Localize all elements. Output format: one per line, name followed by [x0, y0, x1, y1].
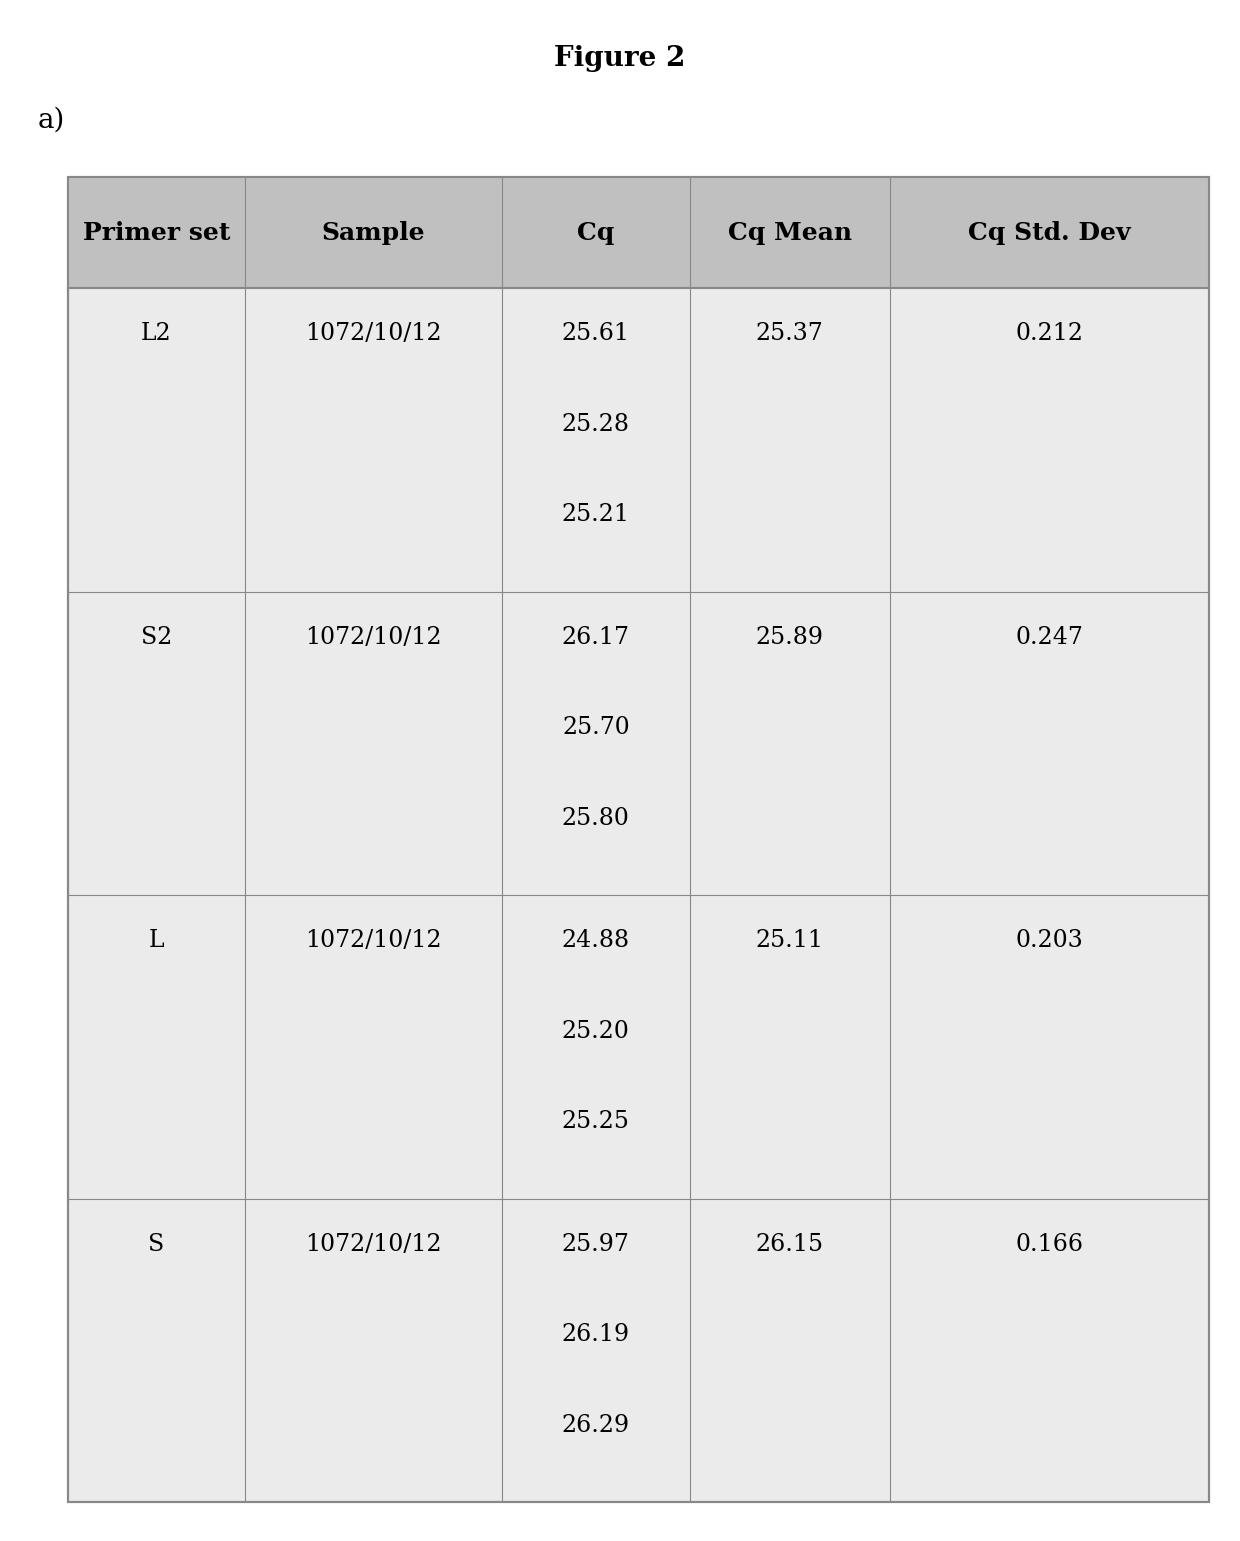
Text: 25.80: 25.80: [562, 807, 630, 829]
Text: 1072/10/12: 1072/10/12: [305, 626, 441, 649]
Text: 24.88: 24.88: [562, 929, 630, 952]
Text: 26.29: 26.29: [562, 1415, 630, 1436]
Text: 25.37: 25.37: [756, 322, 823, 345]
Text: 25.11: 25.11: [755, 929, 823, 952]
Text: Cq: Cq: [577, 220, 615, 245]
Text: L2: L2: [141, 322, 172, 345]
Text: L: L: [149, 929, 165, 952]
Text: 25.28: 25.28: [562, 413, 630, 436]
Text: 0.166: 0.166: [1016, 1233, 1084, 1256]
Text: 26.19: 26.19: [562, 1324, 630, 1347]
Text: 25.21: 25.21: [562, 504, 630, 525]
Text: 25.25: 25.25: [562, 1111, 630, 1133]
Text: Cq Std. Dev: Cq Std. Dev: [968, 220, 1131, 245]
FancyBboxPatch shape: [68, 177, 1209, 288]
Text: Sample: Sample: [321, 220, 425, 245]
Text: S2: S2: [141, 626, 172, 649]
Text: a): a): [37, 106, 64, 134]
Text: Cq Mean: Cq Mean: [728, 220, 852, 245]
Text: Figure 2: Figure 2: [554, 45, 686, 72]
Text: S: S: [149, 1233, 165, 1256]
Text: Primer set: Primer set: [83, 220, 231, 245]
Text: 25.61: 25.61: [562, 322, 630, 345]
Text: 0.203: 0.203: [1016, 929, 1084, 952]
Text: 26.17: 26.17: [562, 626, 630, 649]
Text: 26.15: 26.15: [755, 1233, 823, 1256]
FancyBboxPatch shape: [68, 177, 1209, 1502]
Text: 1072/10/12: 1072/10/12: [305, 1233, 441, 1256]
Text: 25.20: 25.20: [562, 1020, 630, 1043]
Text: 25.89: 25.89: [755, 626, 823, 649]
Text: 1072/10/12: 1072/10/12: [305, 322, 441, 345]
Text: 0.212: 0.212: [1016, 322, 1084, 345]
Text: 0.247: 0.247: [1016, 626, 1084, 649]
Text: 25.70: 25.70: [562, 717, 630, 740]
Text: 25.97: 25.97: [562, 1233, 630, 1256]
Text: 1072/10/12: 1072/10/12: [305, 929, 441, 952]
